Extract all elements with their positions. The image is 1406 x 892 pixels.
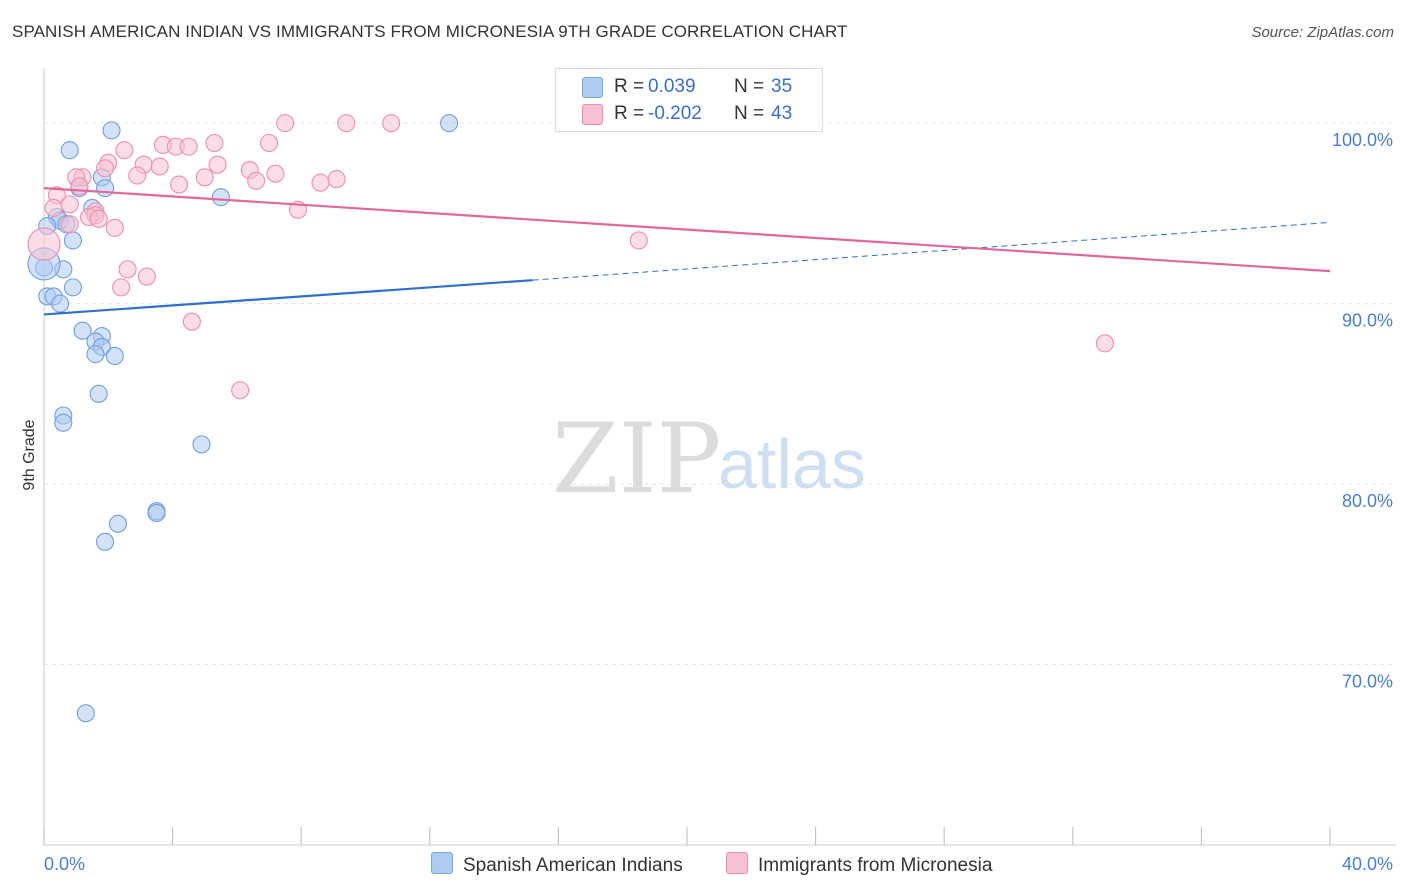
watermark: ZIP atlas <box>552 403 866 515</box>
point-spanish-american-indian <box>63 278 82 297</box>
legend-n-label: N = <box>734 103 765 124</box>
point-micronesia <box>60 215 79 234</box>
point-spanish-american-indian <box>147 503 166 523</box>
point-micronesia <box>118 260 137 279</box>
point-micronesia <box>137 267 156 286</box>
source-label: Source: ZipAtlas.com <box>1251 24 1394 41</box>
point-spanish-american-indian <box>96 532 115 551</box>
legend-r-label: R = <box>614 76 645 97</box>
point-spanish-american-indian <box>192 435 211 454</box>
point-micronesia <box>150 157 169 176</box>
point-spanish-american-indian <box>102 121 121 140</box>
point-spanish-american-indian <box>440 114 459 133</box>
series-legend-spanish[interactable]: Spanish American Indians <box>431 852 683 876</box>
point-micronesia <box>27 227 61 261</box>
chart-title: SPANISH AMERICAN INDIAN VS IMMIGRANTS FR… <box>12 22 848 41</box>
point-micronesia <box>208 155 227 174</box>
x-tick-label: 0.0% <box>44 854 85 874</box>
series-label: Immigrants from Micronesia <box>758 855 993 876</box>
point-spanish-american-indian <box>60 141 79 160</box>
trend-line-spanish <box>43 279 533 316</box>
axis-labels: 70.0% 80.0% 90.0% 100.0% 0.0% 40.0% 9th Grade <box>21 130 1393 874</box>
legend-n-value: 35 <box>771 76 793 97</box>
point-micronesia <box>327 170 346 189</box>
point-micronesia <box>112 278 131 297</box>
stats-legend: R = 0.039 N = 35 R = -0.202 N = 43 <box>555 68 823 132</box>
point-micronesia <box>382 114 401 133</box>
point-micronesia <box>311 173 330 192</box>
series-label: Spanish American Indians <box>463 855 683 876</box>
legend-r-value: -0.202 <box>648 103 702 124</box>
series-legend-micronesia[interactable]: Immigrants from Micronesia <box>726 852 992 876</box>
legend-n-label: N = <box>734 76 765 97</box>
legend-n-value: 43 <box>771 103 793 124</box>
point-spanish-american-indian <box>86 345 105 364</box>
point-micronesia <box>105 218 124 237</box>
legend-r-value: 0.039 <box>648 76 696 97</box>
point-micronesia <box>70 177 89 196</box>
point-spanish-american-indian <box>63 231 82 250</box>
point-micronesia <box>44 198 63 218</box>
data-points <box>27 114 1114 723</box>
x-tick-label: 40.0% <box>1342 854 1393 874</box>
point-spanish-american-indian <box>96 179 115 198</box>
point-micronesia <box>179 137 198 156</box>
point-spanish-american-indian <box>89 384 108 403</box>
point-micronesia <box>195 168 214 187</box>
point-spanish-american-indian <box>54 413 73 432</box>
legend-r-label: R = <box>614 103 645 124</box>
trend-line-spanish-extrapolated <box>532 221 1331 281</box>
series-swatch-pink <box>726 852 748 874</box>
trend-line-micronesia <box>43 187 1331 273</box>
series-swatch-blue <box>431 852 453 874</box>
y-tick-label: 70.0% <box>1342 672 1393 692</box>
point-micronesia <box>205 133 224 153</box>
point-spanish-american-indian <box>108 514 127 533</box>
point-micronesia <box>128 166 147 185</box>
watermark-zip: ZIP <box>552 403 721 515</box>
watermark-atlas: atlas <box>718 425 866 503</box>
point-micronesia <box>276 114 295 133</box>
point-micronesia <box>96 159 115 178</box>
point-micronesia <box>169 175 189 194</box>
point-spanish-american-indian <box>76 704 95 723</box>
trend-lines <box>43 187 1331 316</box>
legend-swatch-blue <box>582 77 603 98</box>
y-axis-title: 9th Grade <box>21 419 38 490</box>
point-spanish-american-indian <box>211 188 230 207</box>
point-spanish-american-indian <box>105 346 124 366</box>
axes <box>43 68 1396 846</box>
y-tick-label: 100.0% <box>1332 130 1393 150</box>
point-micronesia <box>247 171 266 190</box>
point-micronesia <box>182 312 201 331</box>
point-micronesia <box>1095 334 1114 353</box>
point-micronesia <box>231 381 250 400</box>
point-micronesia <box>60 195 79 214</box>
point-micronesia <box>115 141 134 160</box>
point-micronesia <box>89 209 108 228</box>
y-tick-label: 90.0% <box>1342 311 1393 331</box>
point-spanish-american-indian <box>73 321 92 340</box>
point-micronesia <box>629 231 648 250</box>
y-tick-label: 80.0% <box>1342 491 1393 511</box>
point-micronesia <box>266 164 285 183</box>
point-micronesia <box>259 133 279 153</box>
legend-swatch-pink <box>582 104 603 125</box>
point-micronesia <box>337 114 356 133</box>
point-spanish-american-indian <box>51 294 70 313</box>
